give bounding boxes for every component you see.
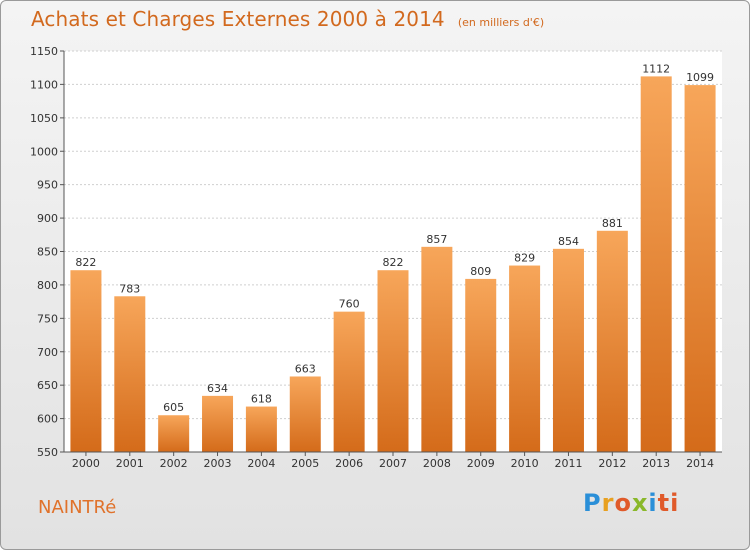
bar-2000 (70, 270, 102, 452)
x-tick-label-2010: 2010 (511, 457, 539, 470)
data-label-2003: 634 (207, 382, 228, 395)
y-tick-label: 850 (37, 246, 58, 259)
x-tick-label-2013: 2013 (642, 457, 670, 470)
data-label-2007: 822 (383, 256, 404, 269)
y-tick-label: 650 (37, 379, 58, 392)
bar-2008 (421, 246, 453, 452)
data-label-2013: 1112 (642, 62, 670, 75)
y-axis-ticks: 550 600 650 700 750 800 850 900 950 1000 1050 1100 1… (30, 45, 64, 459)
data-label-2014: 1099 (686, 71, 714, 84)
proxiti-logo: Proxiti (583, 489, 680, 517)
y-tick-label: 1000 (30, 145, 58, 158)
x-tick-label-2008: 2008 (423, 457, 451, 470)
x-tick-label-2002: 2002 (160, 457, 188, 470)
commune-name: NAINTRé (38, 497, 117, 518)
x-tick-label-2007: 2007 (379, 457, 407, 470)
x-tick-label-2001: 2001 (116, 457, 144, 470)
bar-2001 (114, 296, 146, 452)
data-label-2000: 822 (75, 256, 96, 269)
x-tick-label-2009: 2009 (467, 457, 495, 470)
bar-2011 (552, 248, 584, 452)
bar-2013 (640, 76, 672, 452)
x-tick-label-2004: 2004 (247, 457, 275, 470)
data-label-2005: 663 (295, 362, 316, 375)
data-label-2006: 760 (339, 298, 360, 311)
bar-2012 (596, 230, 628, 452)
bar-2014 (684, 85, 716, 453)
x-axis-ticks: 2000 2001 2002 2003 2004 2005 2006 2007 2008 2009… (72, 452, 714, 470)
x-tick-label-2014: 2014 (686, 457, 714, 470)
x-tick-label-2011: 2011 (554, 457, 582, 470)
y-tick-label: 900 (37, 212, 58, 225)
x-tick-label-2006: 2006 (335, 457, 363, 470)
y-tick-label: 750 (37, 312, 58, 325)
data-label-2012: 881 (602, 217, 623, 230)
bar-2002 (158, 415, 190, 452)
bar-2006 (333, 311, 365, 452)
y-tick-label: 1050 (30, 112, 58, 125)
x-tick-label-2005: 2005 (291, 457, 319, 470)
chart-title: Achats et Charges Externes 2000 à 2014 (31, 7, 445, 31)
y-tick-label: 800 (37, 279, 58, 292)
bar-2005 (289, 376, 321, 452)
bar-2007 (377, 270, 409, 452)
data-label-2001: 783 (119, 282, 140, 295)
x-tick-label-2003: 2003 (204, 457, 232, 470)
bar-2004 (245, 406, 277, 452)
data-label-2004: 618 (251, 393, 272, 406)
data-label-2008: 857 (426, 233, 447, 246)
data-label-2011: 854 (558, 235, 579, 248)
bar-2003 (202, 395, 234, 452)
data-label-2010: 829 (514, 252, 535, 265)
title-row: Achats et Charges Externes 2000 à 2014 (… (31, 7, 544, 31)
bar-2009 (465, 278, 497, 452)
data-label-2002: 605 (163, 401, 184, 414)
data-label-2009: 809 (470, 265, 491, 278)
y-tick-label: 700 (37, 346, 58, 359)
y-tick-label: 1100 (30, 78, 58, 91)
bar-2010 (509, 265, 541, 452)
y-tick-label: 1150 (30, 45, 58, 58)
y-tick-label: 550 (37, 446, 58, 459)
chart-subtitle: (en milliers d'€) (457, 16, 545, 29)
data-labels: 822 783 605 634 618 663 760 822 857 809 829 854 881 1… (75, 62, 714, 414)
x-tick-label-2012: 2012 (598, 457, 626, 470)
y-tick-label: 600 (37, 413, 58, 426)
bars (70, 76, 716, 453)
y-tick-label: 950 (37, 179, 58, 192)
x-tick-label-2000: 2000 (72, 457, 100, 470)
